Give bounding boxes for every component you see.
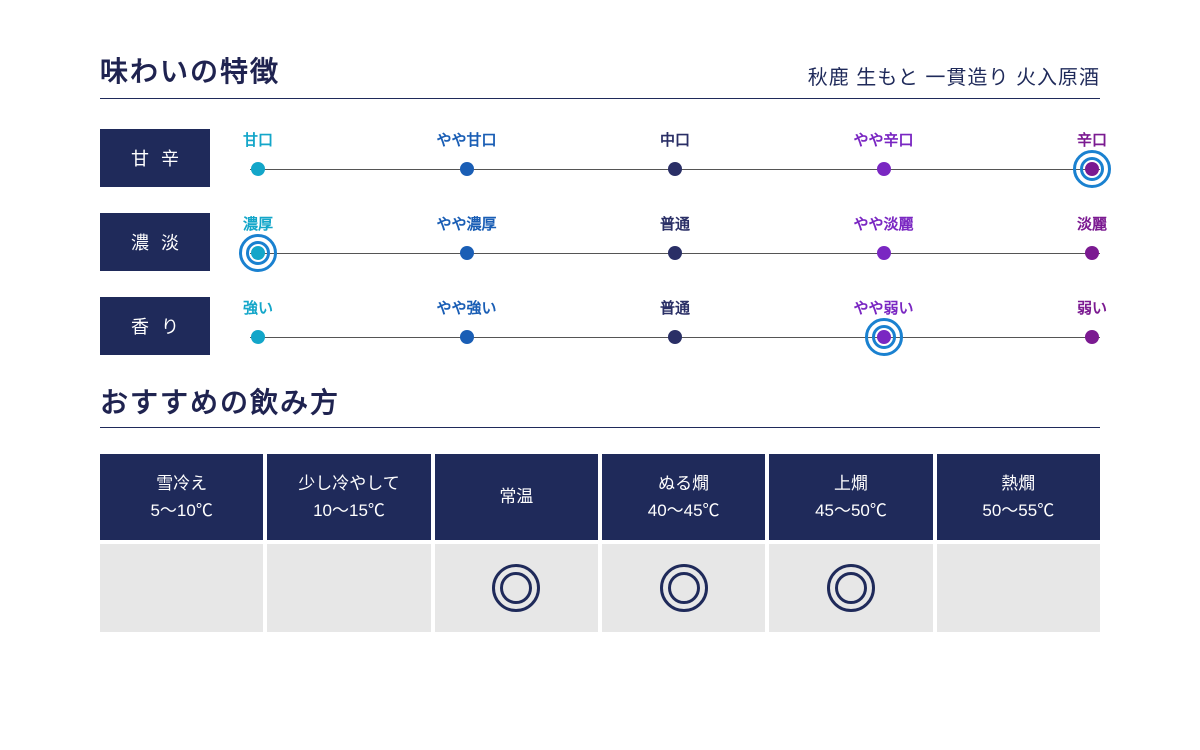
- serving-cell: [100, 540, 263, 632]
- recommended-mark-icon: [660, 564, 708, 612]
- scale-track: 甘口やや甘口中口やや辛口辛口: [250, 129, 1100, 187]
- scale-dot: [1084, 245, 1100, 261]
- serving-header: ぬる燗40～45℃: [602, 454, 765, 540]
- product-name: 秋鹿 生もと 一貫造り 火入原酒: [808, 61, 1100, 90]
- selected-ring-inner-icon: [1080, 157, 1104, 181]
- scale-dot: [459, 245, 475, 261]
- serving-name: 少し冷やして: [298, 470, 400, 497]
- serving-header: 熱燗50～55℃: [937, 454, 1100, 540]
- serving-name: 雪冷え: [156, 470, 207, 497]
- serving-column: 常温: [435, 454, 602, 632]
- scale-tick-label: やや辛口: [844, 129, 924, 150]
- flavor-section-title: 味わいの特徴: [100, 50, 280, 90]
- scale-dot: [250, 245, 266, 261]
- scale-dot: [1084, 161, 1100, 177]
- scale-tick-label: 普通: [635, 213, 715, 234]
- scale-tick-label: 甘口: [218, 129, 298, 150]
- serving-column: ぬる燗40～45℃: [602, 454, 769, 632]
- scale-dot: [250, 329, 266, 345]
- serving-name: 上燗: [834, 470, 868, 497]
- scale-dot: [667, 329, 683, 345]
- scale-tick-label: やや濃厚: [427, 213, 507, 234]
- serving-column: 上燗45～50℃: [769, 454, 936, 632]
- serving-name: 熱燗: [1001, 470, 1035, 497]
- serving-temp: 45～50℃: [815, 497, 887, 524]
- scale-dot: [667, 161, 683, 177]
- scale-track: 強いやや強い普通やや弱い弱い: [250, 297, 1100, 355]
- scale-tick-label: やや淡麗: [844, 213, 924, 234]
- scale-row: 香り強いやや強い普通やや弱い弱い: [100, 297, 1100, 355]
- scale-row-label: 香り: [100, 297, 210, 355]
- scale-dot: [876, 329, 892, 345]
- scale-tick-label: やや強い: [427, 297, 507, 318]
- scale-dot: [667, 245, 683, 261]
- scale-tick-label: やや甘口: [427, 129, 507, 150]
- scale-dot: [459, 161, 475, 177]
- scale-track: 濃厚やや濃厚普通やや淡麗淡麗: [250, 213, 1100, 271]
- selected-ring-inner-icon: [872, 325, 896, 349]
- scale-tick-label: 弱い: [1052, 297, 1132, 318]
- serving-temp: 50～55℃: [982, 497, 1054, 524]
- scale-dot: [876, 161, 892, 177]
- scale-dot: [459, 329, 475, 345]
- scale-tick-label: 強い: [218, 297, 298, 318]
- serving-column: 雪冷え5～10℃: [100, 454, 267, 632]
- selected-ring-inner-icon: [246, 241, 270, 265]
- serving-cell: [602, 540, 765, 632]
- serving-cell: [435, 540, 598, 632]
- serving-cell: [267, 540, 430, 632]
- scale-tick-label: 中口: [635, 129, 715, 150]
- serving-header: 雪冷え5～10℃: [100, 454, 263, 540]
- scale-tick-label: 濃厚: [218, 213, 298, 234]
- scale-row: 甘辛甘口やや甘口中口やや辛口辛口: [100, 129, 1100, 187]
- scale-dot: [876, 245, 892, 261]
- serving-header: 常温: [435, 454, 598, 540]
- serving-header: 少し冷やして10～15℃: [267, 454, 430, 540]
- serving-temp: 10～15℃: [313, 497, 385, 524]
- serving-cell: [769, 540, 932, 632]
- serving-name: ぬる燗: [658, 470, 709, 497]
- serving-table: 雪冷え5～10℃少し冷やして10～15℃常温ぬる燗40～45℃上燗45～50℃熱…: [100, 454, 1100, 632]
- scale-dot: [250, 161, 266, 177]
- serving-temp: 40～45℃: [648, 497, 720, 524]
- serving-name: 常温: [499, 483, 533, 510]
- recommended-mark-icon: [492, 564, 540, 612]
- scale-tick-label: 辛口: [1052, 129, 1132, 150]
- serving-temp: 5～10℃: [150, 497, 212, 524]
- scale-dot: [1084, 329, 1100, 345]
- scale-row-label: 甘辛: [100, 129, 210, 187]
- serving-cell: [937, 540, 1100, 632]
- serving-section-title: おすすめの飲み方: [100, 381, 1100, 428]
- flavor-scales: 甘辛甘口やや甘口中口やや辛口辛口濃淡濃厚やや濃厚普通やや淡麗淡麗香り強いやや強い…: [100, 129, 1100, 355]
- serving-header: 上燗45～50℃: [769, 454, 932, 540]
- recommended-mark-icon: [827, 564, 875, 612]
- scale-row: 濃淡濃厚やや濃厚普通やや淡麗淡麗: [100, 213, 1100, 271]
- scale-row-label: 濃淡: [100, 213, 210, 271]
- scale-tick-label: 淡麗: [1052, 213, 1132, 234]
- serving-column: 熱燗50～55℃: [937, 454, 1100, 632]
- scale-tick-label: やや弱い: [844, 297, 924, 318]
- scale-tick-label: 普通: [635, 297, 715, 318]
- serving-column: 少し冷やして10～15℃: [267, 454, 434, 632]
